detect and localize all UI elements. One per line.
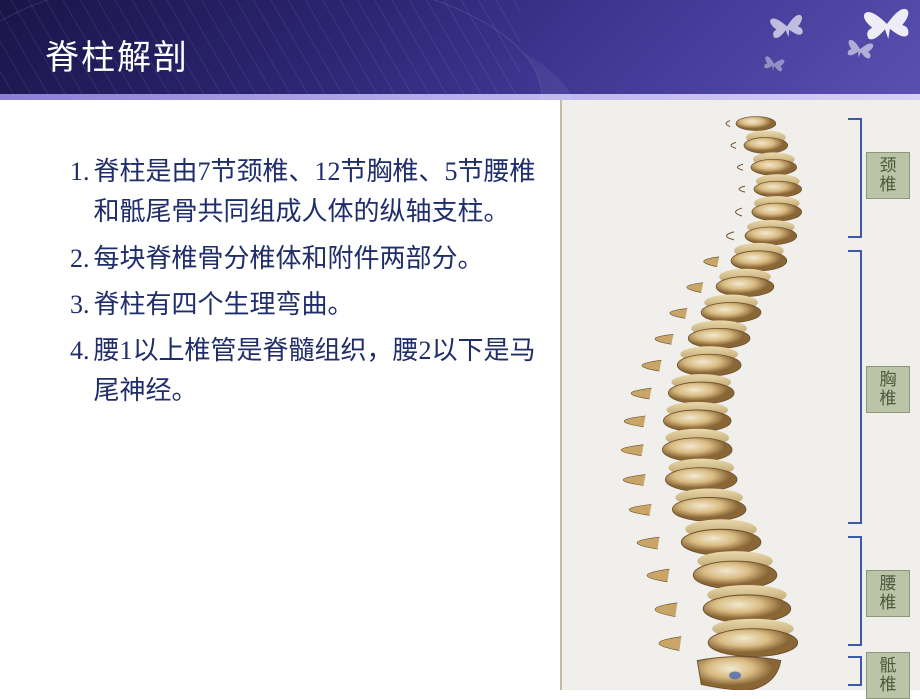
bullet-list: 1. 脊柱是由7节颈椎、12节胸椎、5节腰椎和骶尾骨共同组成人体的纵轴支柱。 2… xyxy=(70,152,550,412)
lumbar-group xyxy=(637,519,798,656)
list-item: 3. 脊柱有四个生理弯曲。 xyxy=(70,285,550,325)
region-label-thoracic: 胸椎 xyxy=(866,366,910,413)
region-bracket xyxy=(848,536,862,646)
slide-title: 脊柱解剖 xyxy=(45,30,920,79)
region-label-sacral: 骶椎 xyxy=(866,652,910,699)
list-text: 脊柱是由7节颈椎、12节胸椎、5节腰椎和骶尾骨共同组成人体的纵轴支柱。 xyxy=(94,152,551,233)
list-number: 2. xyxy=(70,239,90,279)
cervical-group xyxy=(726,117,802,245)
region-bracket xyxy=(848,250,862,524)
list-number: 4. xyxy=(70,331,90,412)
sacrum-group xyxy=(697,657,781,690)
spine-diagram: 颈椎 胸椎 腰椎 骶椎 xyxy=(560,100,920,690)
region-bracket xyxy=(848,656,862,686)
list-item: 1. 脊柱是由7节颈椎、12节胸椎、5节腰椎和骶尾骨共同组成人体的纵轴支柱。 xyxy=(70,152,550,233)
list-number: 1. xyxy=(70,152,90,233)
list-number: 3. xyxy=(70,285,90,325)
list-item: 2. 每块脊椎骨分椎体和附件两部分。 xyxy=(70,239,550,279)
thoracic-group xyxy=(621,243,787,521)
region-label-lumbar: 腰椎 xyxy=(866,570,910,617)
slide-header: 脊柱解剖 xyxy=(0,0,920,100)
slide-content: 1. 脊柱是由7节颈椎、12节胸椎、5节腰椎和骶尾骨共同组成人体的纵轴支柱。 2… xyxy=(0,100,920,690)
region-bracket xyxy=(848,118,862,238)
list-item: 4. 腰1以上椎管是脊髓组织，腰2以下是马尾神经。 xyxy=(70,331,550,412)
list-text: 脊柱有四个生理弯曲。 xyxy=(94,285,551,325)
text-column: 1. 脊柱是由7节颈椎、12节胸椎、5节腰椎和骶尾骨共同组成人体的纵轴支柱。 2… xyxy=(0,100,560,690)
list-text: 腰1以上椎管是脊髓组织，腰2以下是马尾神经。 xyxy=(94,331,551,412)
list-text: 每块脊椎骨分椎体和附件两部分。 xyxy=(94,239,551,279)
region-label-cervical: 颈椎 xyxy=(866,152,910,199)
